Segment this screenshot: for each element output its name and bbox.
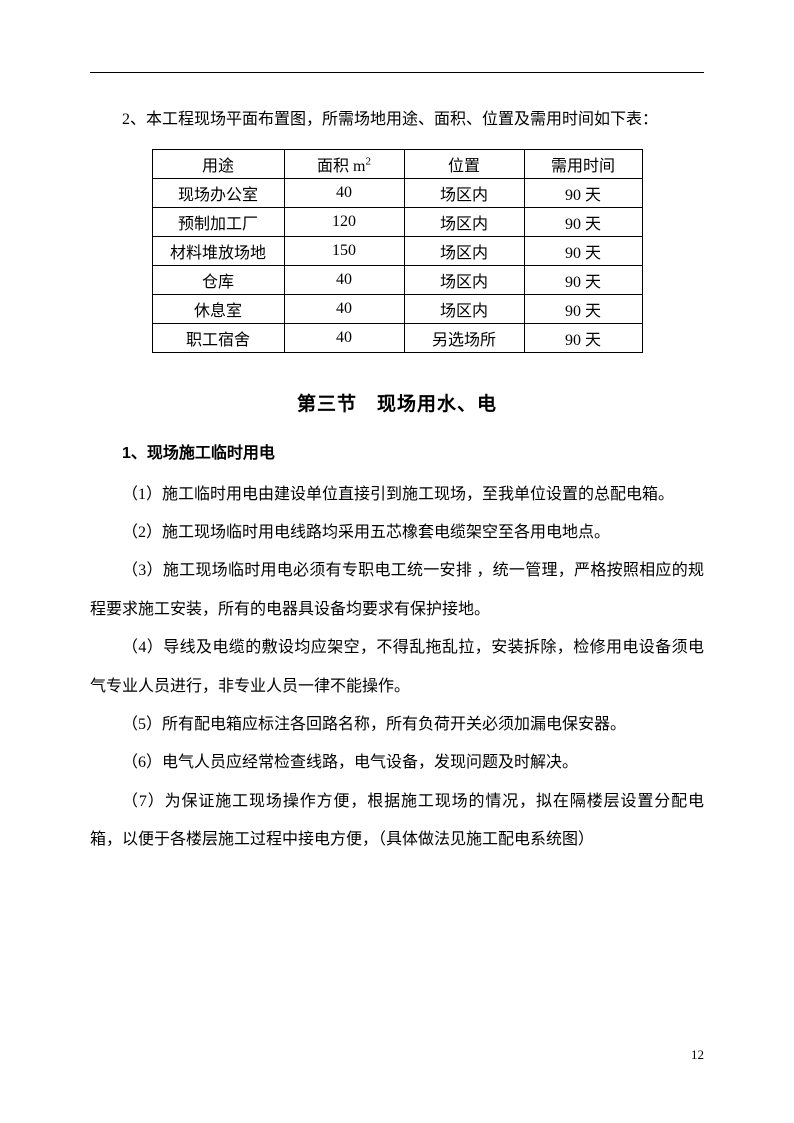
body-paragraph: （5）所有配电箱应标注各回路名称，所有负荷开关必须加漏电保安器。 xyxy=(90,706,704,744)
site-usage-table: 用途 面积 m2 位置 需用时间 现场办公室 40 场区内 90 天 预制加工厂… xyxy=(152,149,643,353)
cell-use: 休息室 xyxy=(152,295,284,324)
cell-area: 150 xyxy=(284,237,404,266)
table-row: 休息室 40 场区内 90 天 xyxy=(152,295,642,324)
body-paragraph: （2）施工现场临时用电线路均采用五芯橡套电缆架空至各用电地点。 xyxy=(90,514,704,552)
page-number: 12 xyxy=(691,1047,704,1063)
cell-use: 预制加工厂 xyxy=(152,208,284,237)
th-area-sup: 2 xyxy=(365,156,371,168)
cell-use: 仓库 xyxy=(152,266,284,295)
cell-time: 90 天 xyxy=(524,237,642,266)
cell-time: 90 天 xyxy=(524,179,642,208)
cell-area: 40 xyxy=(284,179,404,208)
cell-location: 另选场所 xyxy=(404,324,524,353)
cell-location: 场区内 xyxy=(404,295,524,324)
body-paragraph: （7）为保证施工现场操作方便，根据施工现场的情况，拟在隔楼层设置分配电箱，以便于… xyxy=(90,783,704,860)
th-use: 用途 xyxy=(152,150,284,179)
cell-area: 40 xyxy=(284,266,404,295)
cell-location: 场区内 xyxy=(404,208,524,237)
body-paragraph: （3）施工现场临时用电必须有专职电工统一安排 ，统一管理，严格按照相应的规程要求… xyxy=(90,552,704,629)
th-area: 面积 m2 xyxy=(284,150,404,179)
cell-time: 90 天 xyxy=(524,295,642,324)
th-time: 需用时间 xyxy=(524,150,642,179)
cell-use: 职工宿舍 xyxy=(152,324,284,353)
cell-area: 40 xyxy=(284,295,404,324)
th-location: 位置 xyxy=(404,150,524,179)
body-paragraph: （4）导线及电缆的敷设均应架空，不得乱拖乱拉，安装拆除，检修用电设备须电气专业人… xyxy=(90,629,704,706)
cell-time: 90 天 xyxy=(524,266,642,295)
cell-use: 材料堆放场地 xyxy=(152,237,284,266)
table-row: 仓库 40 场区内 90 天 xyxy=(152,266,642,295)
body-paragraph: （6）电气人员应经常检查线路，电气设备，发现问题及时解决。 xyxy=(90,744,704,782)
cell-time: 90 天 xyxy=(524,324,642,353)
sub-heading: 1、现场施工临时用电 xyxy=(90,436,704,471)
table-row: 现场办公室 40 场区内 90 天 xyxy=(152,179,642,208)
table-row: 材料堆放场地 150 场区内 90 天 xyxy=(152,237,642,266)
cell-time: 90 天 xyxy=(524,208,642,237)
table-header-row: 用途 面积 m2 位置 需用时间 xyxy=(152,150,642,179)
cell-use: 现场办公室 xyxy=(152,179,284,208)
th-area-text: 面积 m xyxy=(317,158,365,175)
cell-location: 场区内 xyxy=(404,237,524,266)
table-row: 职工宿舍 40 另选场所 90 天 xyxy=(152,324,642,353)
site-usage-table-wrap: 用途 面积 m2 位置 需用时间 现场办公室 40 场区内 90 天 预制加工厂… xyxy=(90,149,704,353)
body-paragraph: （1）施工临时用电由建设单位直接引到施工现场，至我单位设置的总配电箱。 xyxy=(90,476,704,514)
table-row: 预制加工厂 120 场区内 90 天 xyxy=(152,208,642,237)
section-title: 第三节 现场用水、电 xyxy=(90,389,704,416)
header-rule xyxy=(90,72,704,73)
cell-area: 40 xyxy=(284,324,404,353)
cell-location: 场区内 xyxy=(404,179,524,208)
cell-location: 场区内 xyxy=(404,266,524,295)
cell-area: 120 xyxy=(284,208,404,237)
intro-paragraph: 2、本工程现场平面布置图，所需场地用途、面积、位置及需用时间如下表： xyxy=(90,101,704,139)
